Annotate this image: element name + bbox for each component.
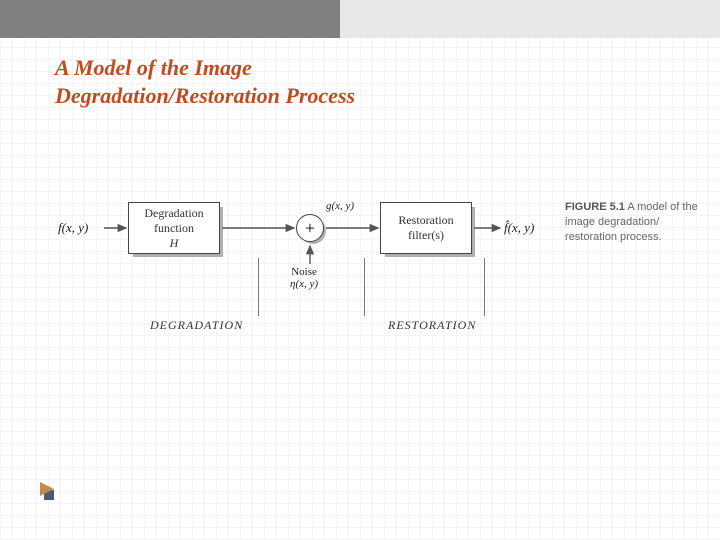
block-diagram: f(x, y) Degradation function H + g(x, y)… [64, 196, 544, 346]
header-dark-bar [0, 0, 340, 38]
restoration-section-label: RESTORATION [388, 318, 476, 333]
section-divider-2 [364, 258, 365, 316]
figure-number: FIGURE 5.1 [565, 201, 625, 213]
degradation-section-label: DEGRADATION [150, 318, 243, 333]
section-divider-1 [258, 258, 259, 316]
title-line-1: A Model of the Image [55, 55, 252, 80]
section-divider-3 [484, 258, 485, 316]
figure-caption: FIGURE 5.1 A model of the image degradat… [565, 200, 705, 245]
arrows-layer [64, 196, 554, 346]
corner-marker-icon [40, 482, 62, 504]
header-light-bar [340, 0, 720, 38]
slide-title: A Model of the Image Degradation/Restora… [55, 54, 355, 109]
title-line-2: Degradation/Restoration Process [55, 83, 355, 108]
